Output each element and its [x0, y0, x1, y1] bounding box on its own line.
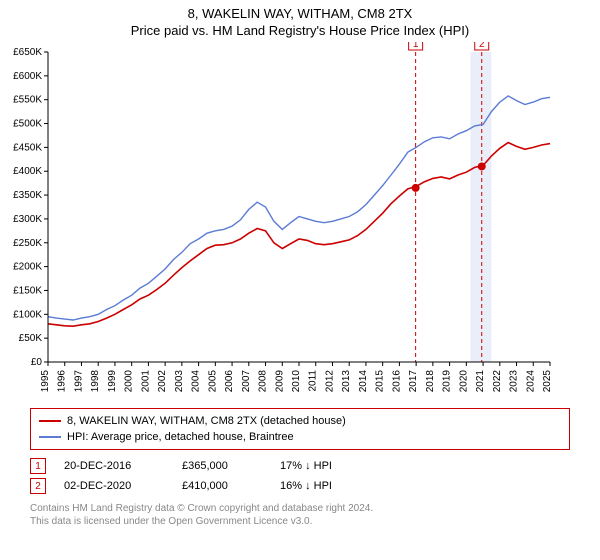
svg-text:£450K: £450K	[13, 142, 42, 153]
svg-text:£150K: £150K	[13, 285, 42, 296]
legend-swatch	[39, 436, 61, 438]
legend-label: HPI: Average price, detached house, Brai…	[67, 431, 294, 443]
svg-text:2022: 2022	[492, 370, 503, 393]
svg-text:£300K: £300K	[13, 214, 42, 225]
svg-text:1998: 1998	[90, 370, 101, 393]
svg-text:1996: 1996	[57, 370, 68, 393]
legend-item: HPI: Average price, detached house, Brai…	[39, 429, 561, 445]
svg-text:2011: 2011	[308, 370, 319, 392]
svg-text:£350K: £350K	[13, 190, 42, 201]
svg-text:£550K: £550K	[13, 95, 42, 106]
footer-line1: Contains HM Land Registry data © Crown c…	[30, 502, 570, 515]
footer: Contains HM Land Registry data © Crown c…	[30, 502, 570, 528]
transaction-list: 1 20-DEC-2016 £365,000 17% ↓ HPI 2 02-DEC-202…	[30, 456, 570, 496]
transaction-marker: 2	[30, 478, 46, 494]
transaction-delta: 17% ↓ HPI	[280, 460, 332, 472]
svg-text:2021: 2021	[475, 370, 486, 393]
svg-text:2007: 2007	[241, 370, 252, 393]
svg-text:2000: 2000	[124, 370, 135, 393]
svg-text:2005: 2005	[207, 370, 218, 393]
transaction-row: 2 02-DEC-2020 £410,000 16% ↓ HPI	[30, 476, 570, 496]
svg-text:£0: £0	[31, 357, 43, 368]
svg-text:2024: 2024	[525, 370, 536, 393]
svg-text:2013: 2013	[341, 370, 352, 393]
svg-text:2008: 2008	[258, 370, 269, 393]
svg-text:2001: 2001	[140, 370, 151, 393]
transaction-delta: 16% ↓ HPI	[280, 480, 332, 492]
svg-text:£100K: £100K	[13, 309, 42, 320]
svg-text:£250K: £250K	[13, 238, 42, 249]
svg-text:2016: 2016	[391, 370, 402, 393]
transaction-row: 1 20-DEC-2016 £365,000 17% ↓ HPI	[30, 456, 570, 476]
svg-text:2025: 2025	[542, 370, 553, 393]
svg-text:2019: 2019	[442, 370, 453, 393]
price-chart: £0 £50K £100K £150K £200K £250K £300K £350K £400…	[0, 42, 600, 402]
svg-text:1997: 1997	[73, 370, 84, 393]
svg-text:£50K: £50K	[19, 333, 43, 344]
svg-text:£500K: £500K	[13, 119, 42, 130]
legend-item: 8, WAKELIN WAY, WITHAM, CM8 2TX (detache…	[39, 413, 561, 429]
svg-text:2: 2	[479, 42, 485, 50]
svg-text:2006: 2006	[224, 370, 235, 393]
svg-text:2004: 2004	[191, 370, 202, 393]
svg-text:1: 1	[413, 42, 419, 50]
legend-swatch	[39, 420, 61, 422]
svg-text:£400K: £400K	[13, 166, 42, 177]
svg-text:2017: 2017	[408, 370, 419, 393]
svg-text:2015: 2015	[375, 370, 386, 393]
svg-text:1999: 1999	[107, 370, 118, 393]
svg-text:2002: 2002	[157, 370, 168, 393]
legend-label: 8, WAKELIN WAY, WITHAM, CM8 2TX (detache…	[67, 415, 346, 427]
transaction-marker: 1	[30, 458, 46, 474]
svg-text:2010: 2010	[291, 370, 302, 393]
svg-text:2020: 2020	[458, 370, 469, 393]
transaction-date: 20-DEC-2016	[64, 460, 164, 472]
svg-text:2023: 2023	[509, 370, 520, 393]
svg-text:2009: 2009	[274, 370, 285, 393]
page-title: 8, WAKELIN WAY, WITHAM, CM8 2TX	[0, 0, 600, 21]
legend: 8, WAKELIN WAY, WITHAM, CM8 2TX (detache…	[30, 408, 570, 450]
svg-text:2003: 2003	[174, 370, 185, 393]
transaction-price: £365,000	[182, 460, 262, 472]
page-subtitle: Price paid vs. HM Land Registry's House …	[0, 21, 600, 38]
svg-text:1995: 1995	[40, 370, 51, 393]
svg-text:£200K: £200K	[13, 262, 42, 273]
svg-text:2018: 2018	[425, 370, 436, 393]
svg-text:2014: 2014	[358, 370, 369, 393]
transaction-price: £410,000	[182, 480, 262, 492]
svg-text:£600K: £600K	[13, 71, 42, 82]
svg-text:£650K: £650K	[13, 47, 42, 58]
transaction-date: 02-DEC-2020	[64, 480, 164, 492]
svg-text:2012: 2012	[324, 370, 335, 393]
footer-line2: This data is licensed under the Open Gov…	[30, 515, 570, 528]
